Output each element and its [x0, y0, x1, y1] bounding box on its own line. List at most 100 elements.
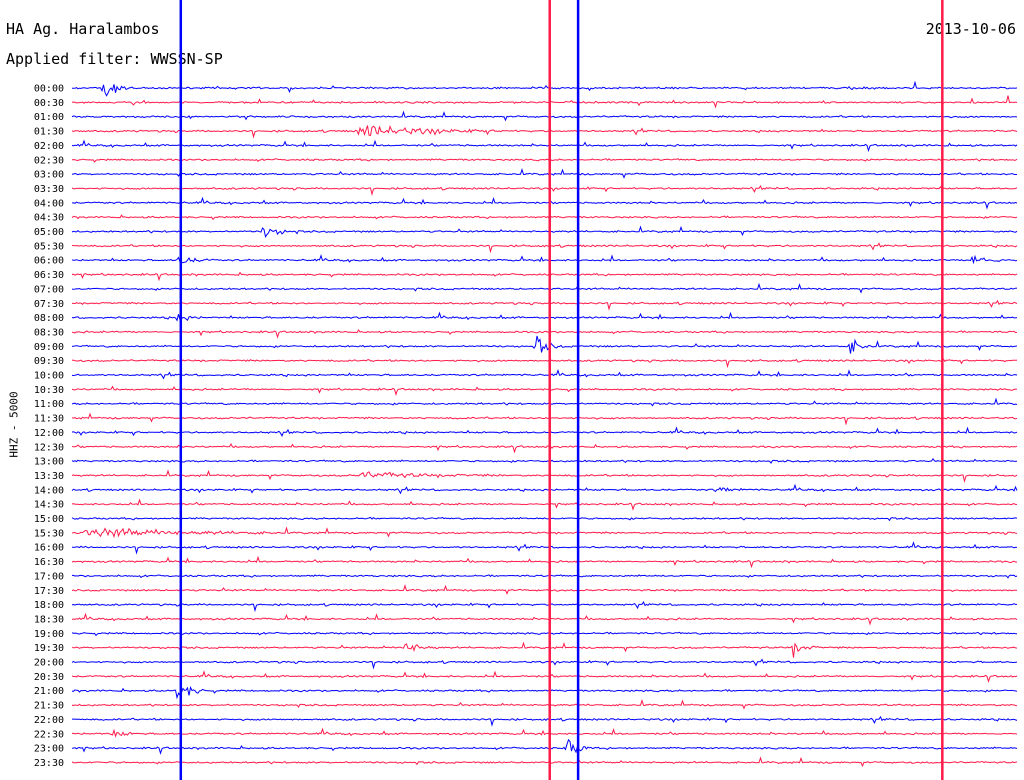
row-time-label: 19:30	[34, 643, 64, 654]
trace-line	[71, 426, 1018, 437]
row-time-label: 08:30	[34, 327, 64, 338]
row-time-label: 16:00	[34, 543, 64, 554]
trace-line	[71, 727, 1018, 738]
row-time-label: 06:30	[34, 270, 64, 281]
trace-line	[71, 641, 1018, 658]
trace-line	[71, 670, 1018, 684]
trace-line	[71, 329, 1018, 339]
trace-line	[71, 242, 1018, 254]
row-time-label: 01:30	[34, 127, 64, 138]
row-time-label: 23:00	[34, 744, 64, 755]
row-time-label: 11:00	[34, 399, 64, 410]
row-time-label: 18:30	[34, 614, 64, 625]
trace-line	[71, 738, 1018, 755]
trace-line	[71, 541, 1018, 555]
row-time-label: 12:30	[34, 442, 64, 453]
trace-line	[71, 698, 1018, 710]
row-time-label: 04:30	[34, 213, 64, 224]
row-time-label: 09:30	[34, 356, 64, 367]
row-time-label: 13:30	[34, 471, 64, 482]
row-time-label: 15:30	[34, 528, 64, 539]
row-time-label: 02:30	[34, 155, 64, 166]
trace-line	[71, 80, 1018, 97]
row-time-label: 21:30	[34, 701, 64, 712]
row-time-label: 03:30	[34, 184, 64, 195]
trace-line	[71, 397, 1018, 407]
trace-line	[71, 368, 1018, 380]
row-time-label: 03:00	[34, 170, 64, 181]
trace-line	[71, 110, 1018, 122]
row-time-label: 21:00	[34, 686, 64, 697]
row-time-label: 17:30	[34, 586, 64, 597]
station-title: HA Ag. Haralambos	[6, 20, 160, 38]
row-time-label: 05:30	[34, 241, 64, 252]
trace-line	[71, 498, 1018, 511]
trace-line	[71, 95, 1018, 109]
trace-line	[71, 685, 1018, 700]
row-time-label: 16:30	[34, 557, 64, 568]
row-time-label: 22:00	[34, 715, 64, 726]
row-time-label: 01:00	[34, 112, 64, 123]
trace-line	[71, 574, 1018, 579]
trace-line	[71, 584, 1017, 595]
trace-line	[71, 214, 1018, 221]
row-time-label: 08:00	[34, 313, 64, 324]
trace-line	[71, 311, 1017, 322]
trace-line	[71, 158, 1018, 163]
trace-line	[71, 335, 1018, 354]
trace-line	[71, 358, 1018, 369]
row-time-label: 05:00	[34, 227, 64, 238]
row-time-label: 22:30	[34, 729, 64, 740]
row-time-label: 10:30	[34, 385, 64, 396]
row-time-label: 17:00	[34, 571, 64, 582]
row-time-label: 13:00	[34, 457, 64, 468]
trace-line	[71, 184, 1018, 197]
trace-line	[71, 282, 1018, 294]
trace-line	[71, 196, 1018, 210]
row-time-label: 07:30	[34, 299, 64, 310]
trace-line	[71, 139, 1018, 153]
row-time-label: 14:00	[34, 485, 64, 496]
trace-line	[71, 442, 1018, 454]
trace-line	[71, 555, 1018, 569]
trace-line	[71, 516, 1018, 522]
row-time-label: 19:00	[34, 629, 64, 640]
row-time-label: 07:00	[34, 284, 64, 295]
trace-line	[71, 225, 1018, 238]
date-label: 2013-10-06	[925, 20, 1016, 38]
trace-line	[71, 271, 1018, 282]
trace-line	[71, 756, 1018, 768]
trace-line	[71, 612, 1018, 626]
trace-line	[71, 715, 1018, 727]
row-time-label: 04:00	[34, 198, 64, 209]
trace-line	[71, 601, 1018, 613]
row-time-label: 15:00	[34, 514, 64, 525]
row-time-label: 06:00	[34, 256, 64, 267]
trace-line	[71, 631, 1017, 637]
trace-line	[71, 167, 1017, 179]
row-time-label: 20:00	[34, 658, 64, 669]
trace-line	[71, 469, 1018, 484]
trace-line	[71, 385, 1018, 397]
row-time-label: 10:00	[34, 371, 64, 382]
row-time-label: 23:30	[34, 758, 64, 769]
trace-line	[71, 658, 1018, 670]
trace-line	[71, 412, 1018, 426]
trace-line	[71, 254, 1018, 265]
row-time-label: 09:00	[34, 342, 64, 353]
row-time-label: 00:00	[34, 84, 64, 95]
trace-line	[71, 124, 1018, 139]
row-time-label: 12:00	[34, 428, 64, 439]
row-time-label: 18:00	[34, 600, 64, 611]
trace-line	[71, 457, 1018, 464]
row-time-label: 02:00	[34, 141, 64, 152]
row-time-label: 20:30	[34, 672, 64, 683]
row-time-label: 11:30	[34, 414, 64, 425]
trace-line	[71, 299, 1018, 311]
trace-line	[71, 483, 1018, 495]
row-time-label: 14:30	[34, 500, 64, 511]
filter-label: Applied filter: WWSSN-SP	[6, 50, 223, 68]
row-time-label: 00:30	[34, 98, 64, 109]
trace-line	[71, 526, 1018, 539]
